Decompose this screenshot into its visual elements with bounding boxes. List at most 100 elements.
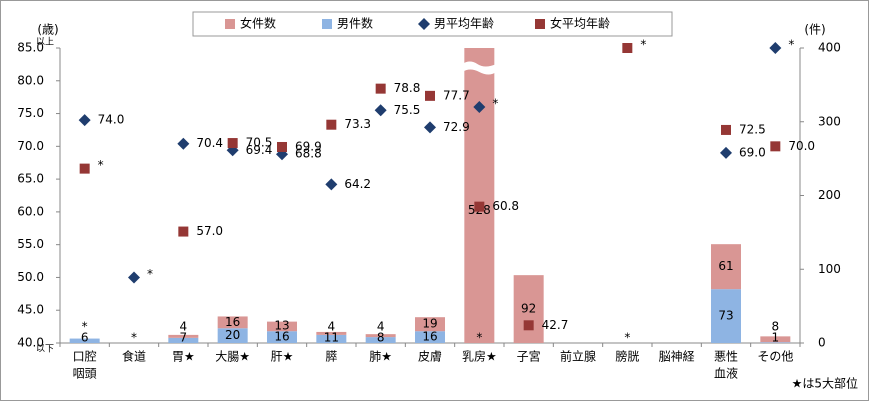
age-marker xyxy=(770,141,781,152)
bar xyxy=(316,331,347,335)
age-value-label: 73.3 xyxy=(344,117,371,131)
age-value-label: 69.0 xyxy=(739,145,766,159)
x-tick-label: 大腸★ xyxy=(215,350,250,364)
y2-axis-label: (件) xyxy=(804,23,825,37)
bar-value-label: 13 xyxy=(274,319,289,333)
y2-tick-label: 200 xyxy=(818,188,841,202)
y2-tick-label: 400 xyxy=(818,41,841,55)
bar-value-label: 6 xyxy=(81,331,89,345)
y-tick-label: 65.0 xyxy=(17,172,44,186)
bar xyxy=(217,316,248,329)
y2-tick-label: 0 xyxy=(818,336,826,350)
age-marker xyxy=(79,163,90,174)
age-value-label: * xyxy=(640,38,646,52)
age-value-label: 60.8 xyxy=(492,199,519,213)
age-marker xyxy=(424,121,436,134)
age-value-label: 75.5 xyxy=(394,103,421,117)
bar-value-label: 7 xyxy=(180,331,188,345)
age-value-label: 70.0 xyxy=(788,139,815,153)
x-tick-label: 脳神経 xyxy=(659,350,695,364)
age-value-label: 74.0 xyxy=(98,113,125,127)
bar xyxy=(513,275,544,343)
age-value-label: 64.2 xyxy=(344,177,371,191)
age-marker xyxy=(277,141,287,152)
bar-value-label: * xyxy=(131,331,137,345)
age-marker xyxy=(227,138,238,149)
legend-label: 女件数 xyxy=(240,16,276,31)
age-value-label: 42.7 xyxy=(542,318,569,332)
age-marker xyxy=(375,83,386,94)
y-tick-label: 70.0 xyxy=(17,139,44,153)
age-marker xyxy=(374,104,387,117)
age-value-label: 57.0 xyxy=(196,224,223,238)
age-marker xyxy=(326,119,337,130)
y-tick-label: 75.0 xyxy=(17,106,44,120)
bar-value-label: * xyxy=(476,331,482,345)
bar-value-label: 8 xyxy=(772,320,780,334)
bar xyxy=(168,334,199,338)
age-value-label: 72.5 xyxy=(739,122,766,136)
x-tick-label: 前立腺 xyxy=(560,349,596,364)
age-value-label: 78.8 xyxy=(394,81,421,95)
age-value-label: 69.4 xyxy=(246,143,273,157)
age-value-label: 77.7 xyxy=(443,88,470,102)
age-value-label: 69.9 xyxy=(295,139,322,153)
age-value-label: 68.8 xyxy=(295,147,322,161)
bar xyxy=(168,337,199,343)
y-tick-note: 以下 xyxy=(36,345,54,355)
bar-value-label: 4 xyxy=(180,320,188,334)
age-value-label: 70.4 xyxy=(196,136,223,150)
bar xyxy=(415,331,445,343)
y-tick-label: 55.0 xyxy=(17,237,44,251)
bar-value-label: 11 xyxy=(324,331,339,345)
x-tick-label: 血液 xyxy=(714,366,738,381)
age-value-label: * xyxy=(98,158,104,172)
y-tick-label: 85.0 xyxy=(17,41,44,55)
bar xyxy=(464,48,495,343)
x-tick-label: 子宮 xyxy=(517,349,541,364)
x-tick-label: 胃★ xyxy=(172,350,195,364)
bar-value-label: 19 xyxy=(422,317,437,331)
age-marker xyxy=(721,124,731,135)
y-tick-label: 40.0 xyxy=(17,336,44,350)
bar xyxy=(267,321,297,332)
age-value-label: * xyxy=(788,38,794,52)
bar-value-label: 16 xyxy=(225,315,240,329)
age-marker xyxy=(622,43,633,53)
bar xyxy=(69,338,100,343)
age-marker xyxy=(473,101,486,113)
age-marker xyxy=(178,226,189,237)
legend-label: 男件数 xyxy=(337,16,373,31)
bar xyxy=(415,317,445,332)
y-tick-label: 60.0 xyxy=(17,204,44,218)
bar xyxy=(711,289,741,343)
legend-marker xyxy=(418,18,430,30)
age-marker xyxy=(474,201,485,212)
age-value-label: * xyxy=(492,97,498,111)
bar xyxy=(711,244,741,290)
x-tick-label: 咽頭 xyxy=(73,367,97,381)
age-value-label: * xyxy=(147,267,153,281)
x-tick-label: 食道 xyxy=(122,349,146,364)
age-marker xyxy=(720,146,732,159)
bar-value-label: 4 xyxy=(328,320,336,334)
bar xyxy=(316,334,347,343)
y-tick-label: 45.0 xyxy=(17,303,44,317)
age-marker xyxy=(425,90,435,101)
legend-swatch xyxy=(225,19,235,29)
note: ★は5大部位 xyxy=(792,376,858,391)
bar xyxy=(760,336,791,343)
x-tick-label: 乳房★ xyxy=(462,349,497,364)
bar-value-label: 16 xyxy=(422,330,437,344)
bar xyxy=(365,337,396,343)
legend-label: 男平均年齢 xyxy=(434,16,494,31)
y2-tick-label: 100 xyxy=(818,262,841,276)
x-tick-label: 膵 xyxy=(325,350,337,364)
age-marker xyxy=(769,42,782,54)
y-tick-note: 以上 xyxy=(36,37,54,48)
x-tick-label: 膀胱 xyxy=(615,349,639,364)
x-tick-label: 肺★ xyxy=(369,350,392,364)
bar xyxy=(217,328,248,343)
